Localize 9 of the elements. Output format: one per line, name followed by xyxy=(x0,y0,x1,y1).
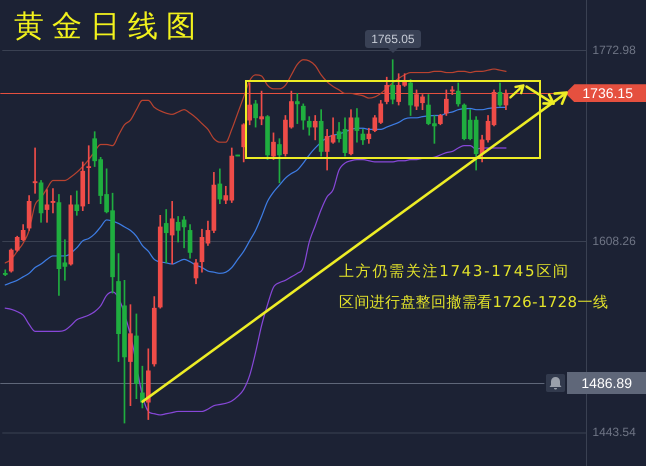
annotation: 1765.05 xyxy=(365,30,421,48)
ref-line-label: 1736.15 xyxy=(565,84,646,102)
y-tick-label: 1608.26 xyxy=(592,234,636,248)
ref-line-label: 1486.89 xyxy=(567,372,646,394)
annotation: 区间进行盘整回撤需看1726-1728一线 xyxy=(339,292,608,313)
chart-title: 黄金日线图 xyxy=(14,8,204,46)
y-tick-label: 1443.54 xyxy=(592,425,636,440)
annotation: 上方仍需关注1743-1745区间 xyxy=(339,261,570,282)
y-tick-label: 1772.98 xyxy=(592,42,636,57)
